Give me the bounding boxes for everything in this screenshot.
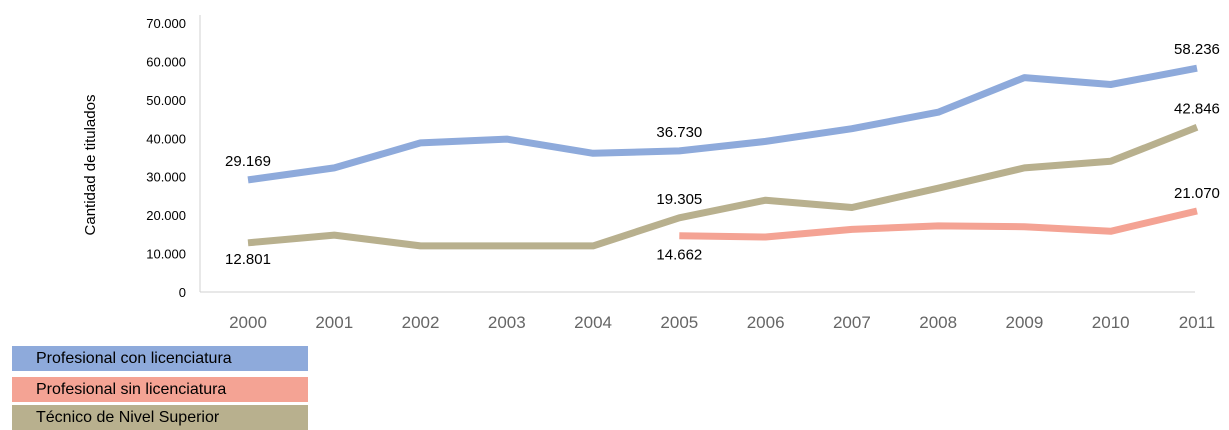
data-label: 14.662 [656, 247, 702, 264]
y-tick-labels: 0 10.000 20.000 30.000 40.000 50.000 60.000 70.… [146, 16, 186, 300]
x-tick-label: 2002 [402, 313, 440, 330]
x-tick-label: 2000 [229, 313, 267, 330]
y-tick-label: 20.000 [146, 208, 186, 223]
legend-item-series-2: Técnico de Nivel Superior [12, 405, 308, 430]
series-line-1 [679, 207, 1198, 241]
y-tick-label: 30.000 [146, 170, 186, 185]
x-tick-labels: 2000 2001 2002 2003 2004 2005 2006 2007 2008 2009… [229, 313, 1216, 332]
x-tick-label: 2003 [488, 313, 526, 330]
series-lines [247, 64, 1199, 250]
data-label: 19.305 [656, 191, 702, 208]
data-label: 29.169 [225, 153, 271, 170]
x-tick-label: 2001 [315, 313, 353, 330]
y-tick-label: 40.000 [146, 131, 186, 146]
series-line-2 [247, 124, 1199, 250]
data-label: 42.846 [1174, 100, 1220, 117]
legend-label: Técnico de Nivel Superior [36, 409, 220, 426]
data-label: 58.236 [1174, 41, 1220, 58]
x-tick-label: 2007 [833, 313, 871, 330]
line-chart: Cantidad de titulados 0 10.000 20.000 30.00… [82, 15, 1220, 332]
data-label: 21.070 [1174, 185, 1220, 202]
x-tick-label: 2009 [1006, 313, 1044, 330]
data-labels: 29.169 36.730 58.236 14.662 21.070 12.801 19.3… [225, 41, 1220, 268]
x-tick-label: 2008 [919, 313, 957, 330]
series-line-0 [247, 64, 1198, 184]
legend-label: Profesional sin licenciatura [36, 381, 227, 398]
x-tick-label: 2011 [1179, 313, 1216, 330]
legend-item-series-1: Profesional sin licenciatura [12, 377, 308, 402]
y-axis-label: Cantidad de titulados [82, 95, 99, 236]
legend-item-series-0: Profesional con licenciatura [12, 346, 308, 371]
y-tick-label: 0 [179, 285, 186, 300]
x-tick-label: 2006 [747, 313, 785, 330]
legend-label: Profesional con licenciatura [36, 350, 232, 367]
y-tick-label: 60.000 [146, 54, 186, 69]
y-tick-label: 10.000 [146, 247, 186, 262]
y-tick-label: 70.000 [146, 16, 186, 31]
data-label: 36.730 [656, 124, 702, 141]
data-label: 12.801 [225, 251, 271, 268]
x-tick-label: 2005 [660, 313, 698, 330]
x-tick-label: 2004 [574, 313, 612, 330]
x-tick-label: 2010 [1092, 313, 1130, 330]
y-tick-label: 50.000 [146, 93, 186, 108]
